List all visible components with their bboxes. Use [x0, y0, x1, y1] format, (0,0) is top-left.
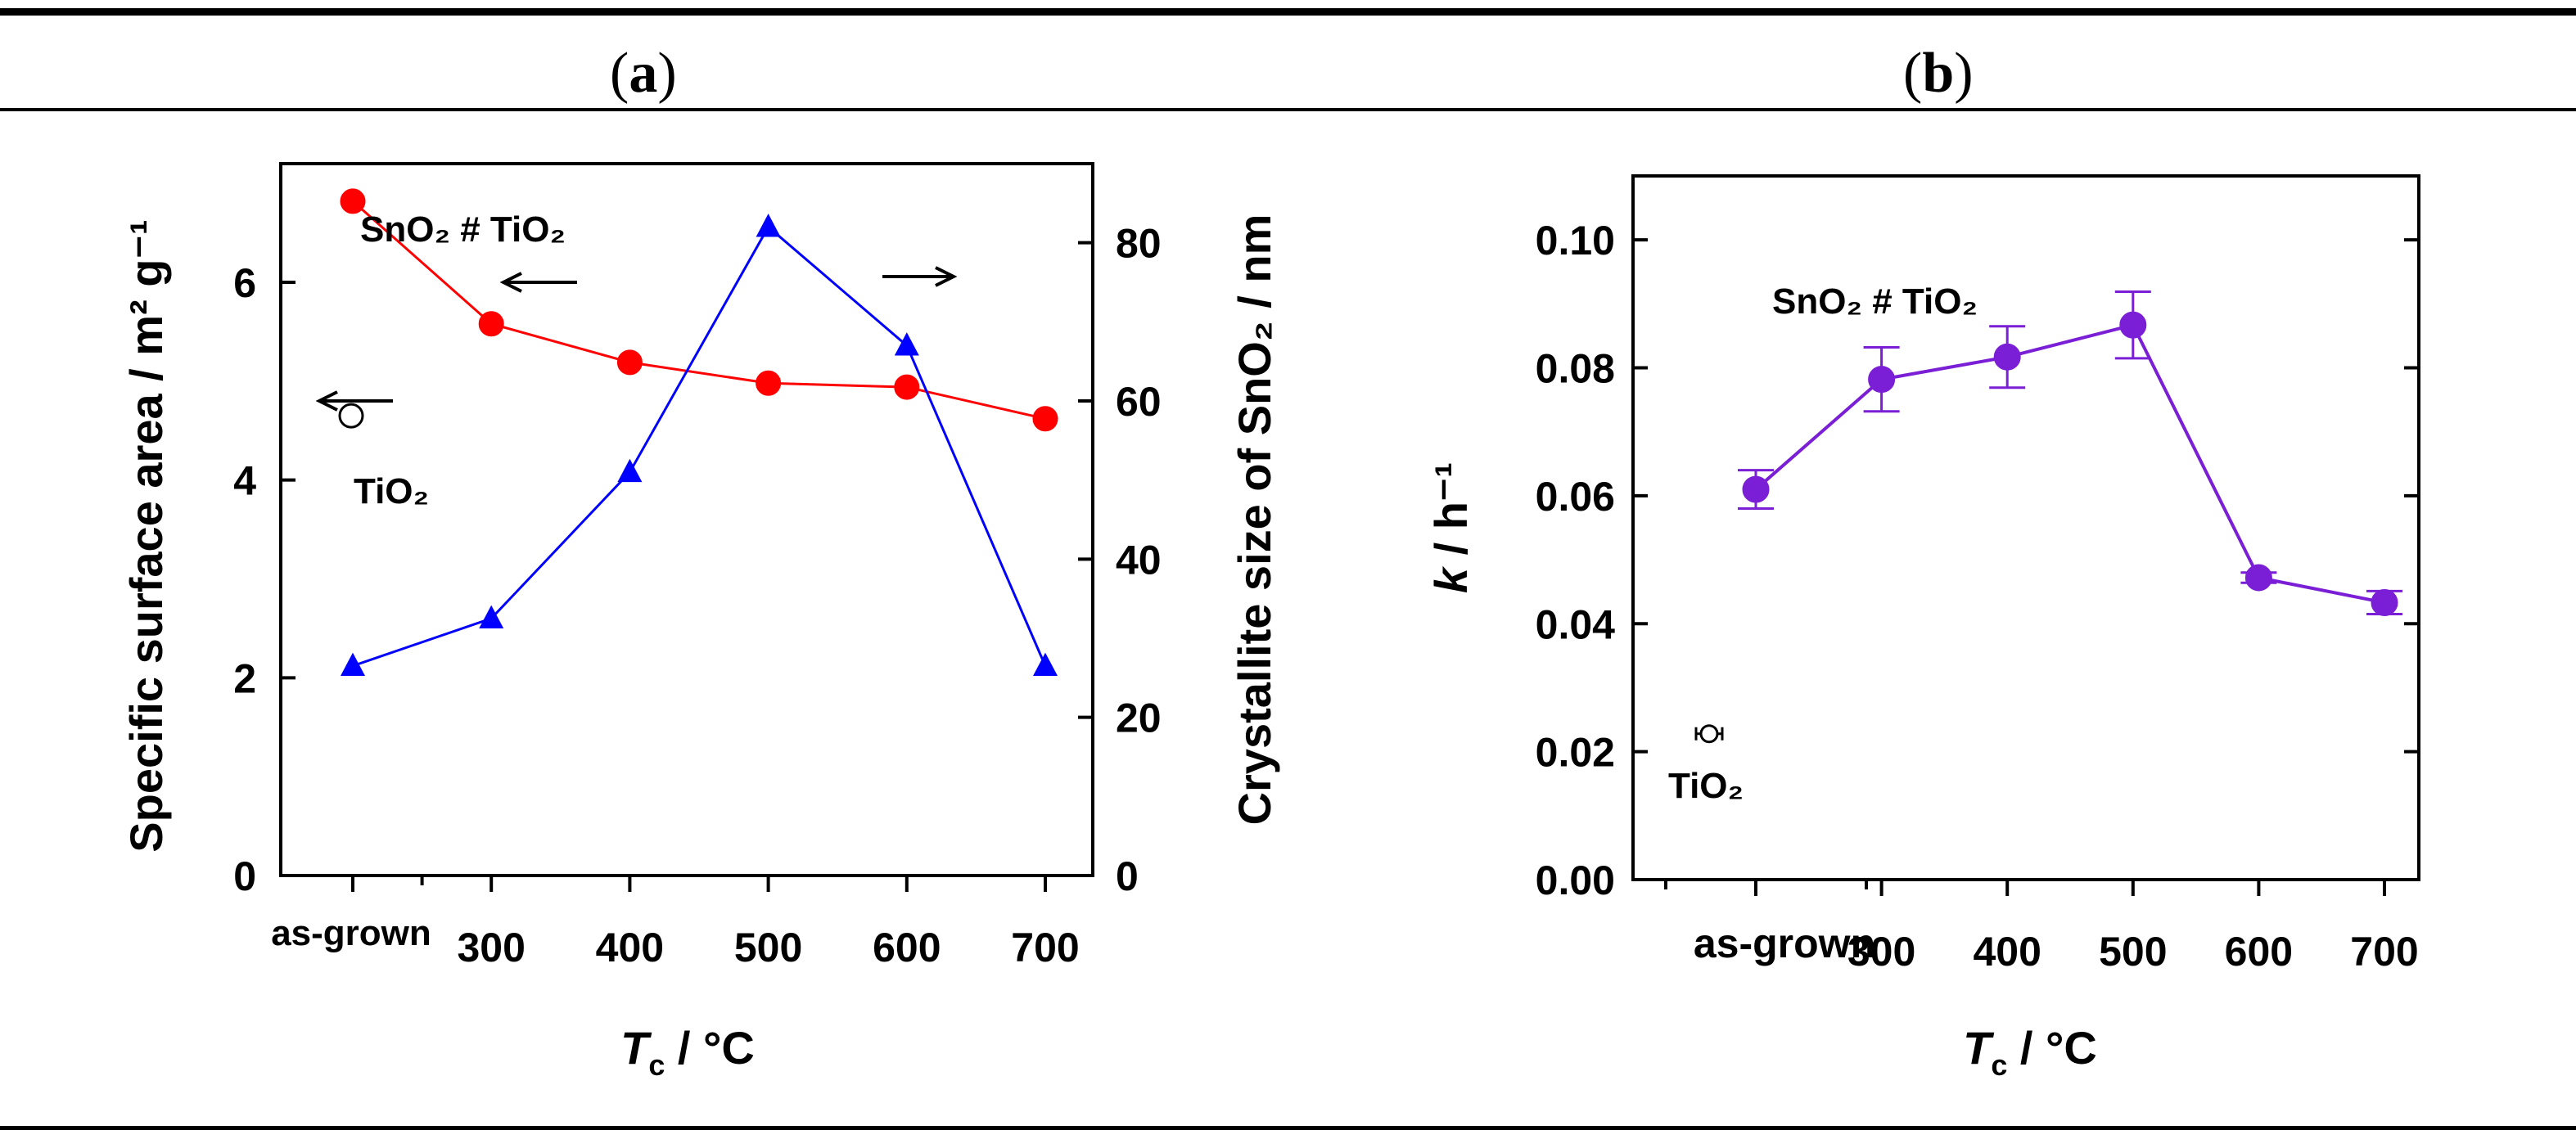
bottom-rule: [0, 1126, 2576, 1130]
b-y-tick-label: 0.02: [1536, 730, 1615, 776]
b-series-label: SnO₂ # TiO₂: [1772, 281, 1978, 322]
b-series-line: [1754, 322, 2385, 605]
b-x-tick-label: 500: [2099, 929, 2167, 975]
a-right-axis-title: Crystallite size of SnO₂ / nm: [1229, 214, 1280, 826]
a-x-tick-label: 700: [1011, 925, 1079, 970]
b-series-point: [1868, 366, 1896, 394]
b-series-point: [2244, 564, 2272, 592]
b-series-point: [2119, 311, 2147, 339]
a-tio2-arrow-head: [315, 390, 338, 412]
a-right-arrow: [882, 266, 958, 287]
a-left-tick-label: 2: [233, 655, 256, 701]
b-x-tick-label: 600: [2225, 929, 2293, 975]
b-x-tick-label: 300: [1847, 929, 1915, 975]
a-left-tick-label: 6: [233, 260, 256, 306]
a-series-1-point: [756, 214, 781, 237]
a-left-tick-label: 0: [233, 853, 256, 899]
a-x-tick-label: 500: [734, 925, 802, 970]
b-tio2-point: [1699, 724, 1719, 744]
a-x-tick-label: 600: [873, 925, 941, 970]
b-y-tick-label: 0.08: [1536, 346, 1615, 392]
a-tio2-label: TiO₂: [354, 471, 429, 511]
b-x-tick-label: 700: [2350, 929, 2418, 975]
a-series-1-point: [894, 332, 919, 356]
top-rule: [0, 8, 2576, 16]
a-series-1-point: [479, 605, 504, 628]
a-right-tick-label: 0: [1116, 853, 1139, 899]
a-series-0-point: [894, 374, 920, 400]
header-rule: [0, 108, 2576, 111]
a-left-axis-title: Specific surface area / m² g⁻¹: [120, 219, 172, 852]
a-tio2-point: [338, 403, 364, 429]
a-plot-frame: [279, 162, 1094, 877]
a-tio2-arrow: [315, 390, 393, 412]
a-series-0-point: [478, 311, 504, 337]
a-series-1-point: [341, 652, 365, 676]
a-left-arrow: [499, 272, 577, 293]
b-series-point: [1742, 475, 1770, 503]
b-y-tick-label: 0.00: [1536, 858, 1615, 903]
a-series-0-point: [616, 349, 643, 376]
b-x-axis-title: Tc / °C: [1963, 1022, 2097, 1082]
a-series-0-line: [352, 200, 1046, 421]
a-left-tick-label: 4: [233, 458, 256, 504]
a-series-1-point: [617, 458, 643, 483]
a-x-tick-label: 300: [457, 925, 525, 970]
a-x-tick-label: as-grown: [271, 913, 431, 953]
panel-a-label: (a): [610, 42, 677, 105]
b-tio2-label: TiO₂: [1668, 766, 1744, 806]
b-y-tick-label: 0.04: [1536, 601, 1616, 647]
b-series-point: [1993, 343, 2021, 371]
a-series-label: SnO₂ # TiO₂: [360, 209, 566, 250]
a-right-tick-label: 20: [1116, 696, 1162, 741]
a-right-arrow-head: [935, 266, 958, 287]
a-x-tick-label: 400: [596, 925, 664, 970]
b-y-axis-title: k / h⁻¹: [1425, 462, 1477, 593]
b-y-tick-label: 0.10: [1536, 218, 1615, 263]
panel-b-label: (b): [1903, 42, 1974, 105]
b-y-tick-label: 0.06: [1536, 474, 1615, 520]
a-right-tick-label: 60: [1116, 379, 1162, 425]
b-x-tick-label: 400: [1973, 929, 2041, 975]
a-x-axis-title: Tc / °C: [620, 1022, 755, 1082]
a-series-0-point: [340, 188, 366, 214]
a-series-0-point: [756, 370, 782, 396]
b-plot-frame: [1631, 174, 2420, 881]
a-series-0-point: [1032, 406, 1058, 432]
b-x-tick-label: as-grown: [1694, 921, 1875, 966]
a-series-1-line: [352, 225, 1047, 668]
b-series-point: [2371, 588, 2398, 616]
a-right-tick-label: 80: [1116, 221, 1162, 267]
a-series-1-point: [1033, 652, 1058, 676]
a-right-tick-label: 40: [1116, 537, 1162, 583]
a-left-arrow-head: [499, 272, 522, 293]
